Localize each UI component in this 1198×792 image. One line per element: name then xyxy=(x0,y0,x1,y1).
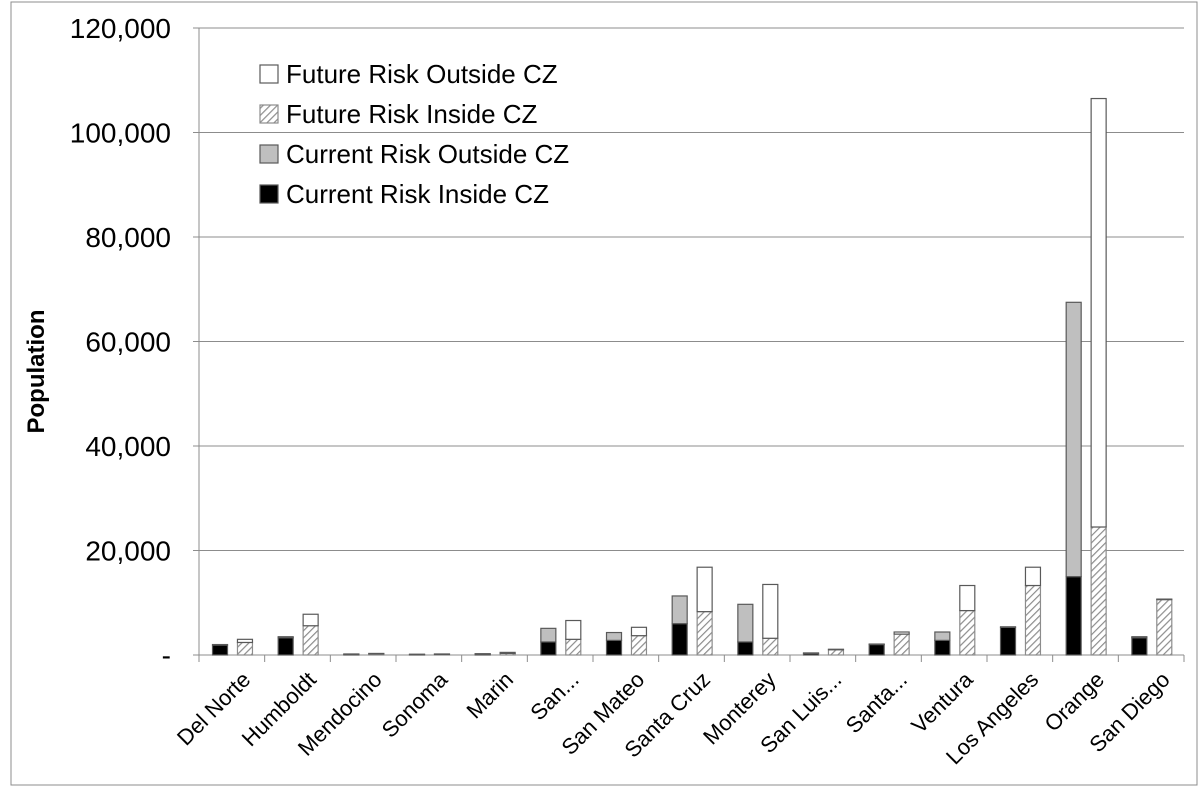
bar-segment xyxy=(868,643,885,646)
bar-segment xyxy=(827,648,845,651)
bar-segment xyxy=(277,637,294,656)
bar-segment xyxy=(1090,526,1107,656)
bar-segment xyxy=(211,643,229,646)
axes xyxy=(193,27,1185,662)
bar-segment xyxy=(302,625,319,656)
bar-segment xyxy=(565,638,582,656)
bar-segment xyxy=(737,603,754,643)
bar-segment xyxy=(236,638,254,644)
bar-segment xyxy=(999,626,1017,628)
bar-segment xyxy=(236,641,254,656)
chart-frame xyxy=(10,1,1198,786)
bar-segment xyxy=(1024,566,1042,587)
bar-segment xyxy=(540,641,557,656)
bar-segment xyxy=(827,649,845,656)
bar-segment xyxy=(893,631,910,635)
legend-label: Current Risk Outside CZ xyxy=(286,139,569,169)
y-tick-label: 120,000 xyxy=(70,13,171,44)
bar-segment xyxy=(499,651,516,655)
legend-label: Current Risk Inside CZ xyxy=(286,179,549,209)
bar-segment xyxy=(630,635,648,656)
bar-segment xyxy=(762,583,779,639)
bar-segment xyxy=(277,636,294,639)
bar-segment xyxy=(1065,301,1082,578)
bar-segment xyxy=(1131,636,1148,639)
legend-swatch xyxy=(259,104,279,124)
bar-segment xyxy=(1156,599,1173,656)
legend: Future Risk Outside CZ Future Risk Inside… xyxy=(259,59,569,209)
bar-segment xyxy=(959,584,976,612)
bar-segment xyxy=(999,626,1017,656)
bar-segment xyxy=(737,641,754,656)
bar-segment xyxy=(540,627,557,643)
bar-segment xyxy=(802,652,820,655)
bar-segment xyxy=(934,639,951,656)
y-tick-label: 80,000 xyxy=(85,222,171,253)
y-tick-label: 60,000 xyxy=(85,327,171,358)
bar-segment xyxy=(605,631,623,641)
y-tick-label: 20,000 xyxy=(85,536,171,567)
bar-segment xyxy=(408,653,426,656)
bar-segment xyxy=(671,595,688,625)
bars xyxy=(211,97,1173,656)
bar-segment xyxy=(671,623,688,656)
bar-segment xyxy=(1131,637,1148,656)
legend-swatch xyxy=(259,184,279,204)
legend-swatch xyxy=(259,144,279,164)
bar-segment xyxy=(696,566,713,613)
bar-segment xyxy=(433,653,451,656)
bar-segment xyxy=(762,637,779,656)
gridlines xyxy=(199,27,1184,551)
bar-segment xyxy=(565,619,582,640)
bar-segment xyxy=(302,613,319,627)
bar-segment xyxy=(211,644,229,656)
legend-label: Future Risk Inside CZ xyxy=(286,99,538,129)
bar-segment xyxy=(343,653,360,656)
bar-segment xyxy=(934,631,951,641)
bar-segment xyxy=(1156,598,1173,601)
legend-label: Future Risk Outside CZ xyxy=(286,59,558,89)
bar-segment xyxy=(630,626,648,637)
y-tick-label: 40,000 xyxy=(85,431,171,462)
bar-segment xyxy=(868,643,885,656)
bar-segment xyxy=(893,633,910,656)
bar-segment xyxy=(474,653,491,655)
bar-segment xyxy=(696,611,713,656)
bar-segment xyxy=(1024,584,1042,656)
y-tick-label: - xyxy=(162,640,171,671)
legend-swatch xyxy=(259,64,279,84)
bar-segment xyxy=(368,652,385,655)
bar-segment xyxy=(605,639,623,656)
y-tick-label: 100,000 xyxy=(70,118,171,149)
bar-segment xyxy=(959,609,976,656)
bar-segment xyxy=(1065,576,1082,656)
bar-segment xyxy=(1090,97,1107,528)
y-axis-title: Population xyxy=(23,310,50,434)
